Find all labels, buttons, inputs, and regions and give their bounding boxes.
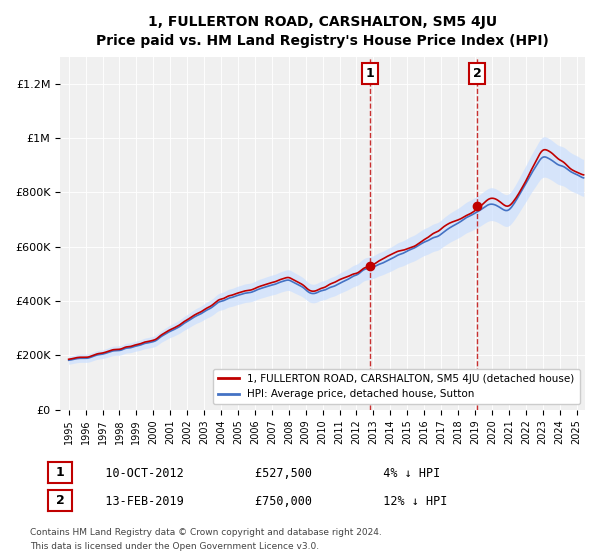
Text: 1: 1 [365, 67, 374, 80]
Text: 10-OCT-2012          £527,500          4% ↓ HPI: 10-OCT-2012 £527,500 4% ↓ HPI [84, 466, 440, 480]
Text: 1: 1 [56, 466, 64, 479]
Text: 2: 2 [56, 494, 64, 507]
Legend: 1, FULLERTON ROAD, CARSHALTON, SM5 4JU (detached house), HPI: Average price, det: 1, FULLERTON ROAD, CARSHALTON, SM5 4JU (… [213, 369, 580, 404]
Title: 1, FULLERTON ROAD, CARSHALTON, SM5 4JU
Price paid vs. HM Land Registry's House P: 1, FULLERTON ROAD, CARSHALTON, SM5 4JU P… [96, 15, 549, 49]
Text: This data is licensed under the Open Government Licence v3.0.: This data is licensed under the Open Gov… [30, 542, 319, 551]
Text: Contains HM Land Registry data © Crown copyright and database right 2024.: Contains HM Land Registry data © Crown c… [30, 528, 382, 537]
Text: 13-FEB-2019          £750,000          12% ↓ HPI: 13-FEB-2019 £750,000 12% ↓ HPI [84, 494, 448, 508]
Text: 2: 2 [473, 67, 481, 80]
